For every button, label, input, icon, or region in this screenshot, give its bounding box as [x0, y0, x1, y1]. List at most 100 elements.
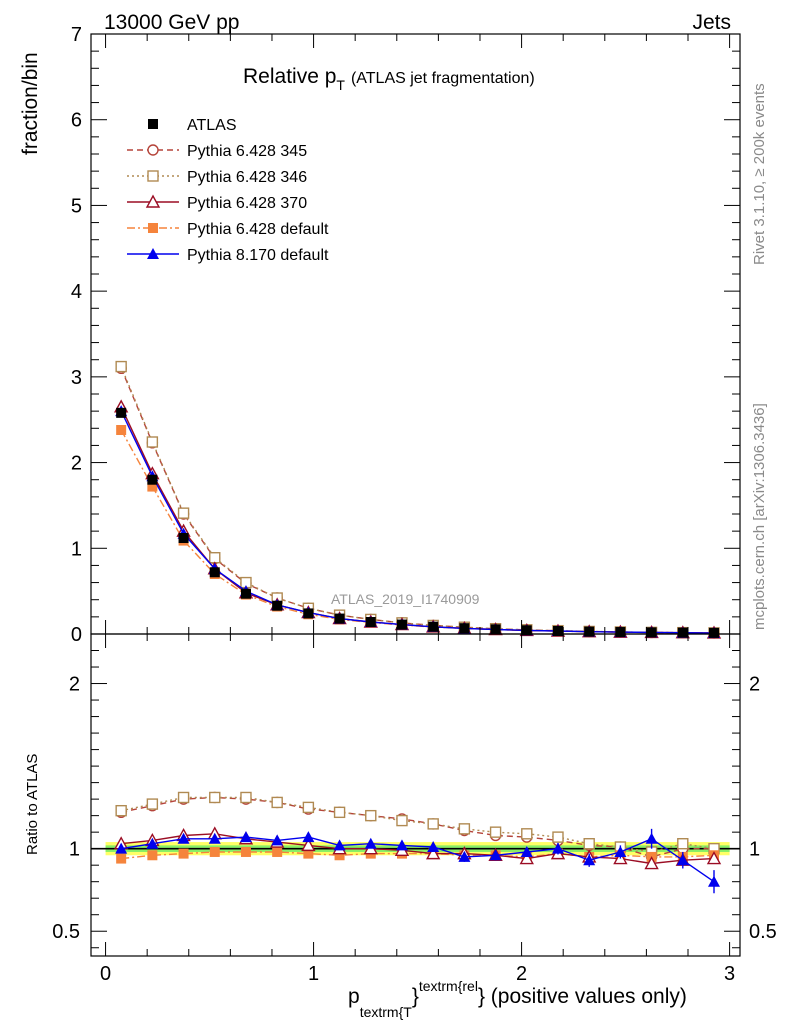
main-y-tick-label: 5: [71, 195, 82, 217]
analysis-watermark: ATLAS_2019_I1740909: [331, 591, 480, 607]
ratio-point-p8def: [614, 845, 627, 857]
ratio-point-p370: [519, 851, 534, 865]
data-point-atlas: [490, 624, 501, 635]
main-y-tick-label: 2: [71, 453, 82, 475]
ratio-point-p8def: [707, 875, 720, 887]
ratio-line-p370: [121, 833, 715, 865]
ratio-plot-frame: [90, 633, 741, 957]
ratio-point-p6def: [178, 848, 189, 859]
ratio-point-p346: [240, 791, 252, 804]
x-axis-label-p: p: [348, 985, 360, 1008]
ratio-point-p346: [271, 796, 283, 809]
ratio-series-p8def: [115, 828, 720, 894]
legend: ATLAS Pythia 6.428 345 Pythia 6.428 346 Pyt…: [127, 117, 329, 264]
data-point-atlas: [303, 608, 314, 619]
legend-label-atlas: ATLAS: [187, 117, 237, 134]
x-axis-label: ptextrm{T}textrm{rel} (positive values o…: [348, 978, 687, 1020]
ratio-point-p346: [115, 804, 127, 817]
ratio-point-p8def: [583, 854, 596, 866]
series-atlas: [116, 407, 719, 638]
data-point-atlas: [552, 626, 563, 636]
main-y-tick-label: 0: [71, 624, 82, 646]
ratio-point-p8def: [364, 837, 377, 849]
ratio-point-p6def: [334, 850, 345, 861]
ratio-point-p8def: [115, 842, 128, 854]
ratio-series-p346: [115, 791, 720, 858]
ratio-point-p346: [365, 809, 377, 822]
ratio-point-p6def: [147, 850, 158, 861]
ratio-point-p8def: [333, 839, 346, 851]
ratio-point-p6def: [303, 848, 314, 859]
data-point-p6def: [147, 481, 158, 492]
ratio-line-p8def: [121, 836, 715, 883]
ratio-y-tick-label-right: 2: [749, 674, 760, 696]
legend-item-atlas: ATLAS: [148, 117, 237, 134]
main-y-tick-label: 4: [71, 281, 82, 303]
ratio-point-p8def: [489, 849, 502, 861]
ratio-point-p6def: [209, 846, 220, 857]
ratio-point-p6def: [272, 846, 283, 857]
ratio-point-p346: [302, 801, 315, 814]
ratio-point-p346: [146, 798, 159, 810]
ratio-point-p346: [521, 828, 533, 840]
ratio-line-p6def: [121, 851, 715, 860]
header-jets-label: Jets: [692, 11, 731, 34]
plot-title-paren: (ATLAS jet fragmentation): [351, 70, 535, 87]
ratio-point-p8def: [427, 841, 440, 853]
ratio-point-p8def: [645, 832, 658, 844]
legend-item-p370: Pythia 6.428 370: [127, 194, 307, 212]
ratio-point-p8def: [302, 831, 315, 843]
main-y-axis-label: fraction/bin: [19, 52, 42, 155]
data-point-atlas: [521, 625, 532, 636]
data-point-atlas: [240, 588, 251, 599]
x-tick-label: 2: [516, 963, 527, 985]
ratio-point-p370: [644, 856, 659, 870]
x-tick-label: 3: [724, 963, 735, 985]
ratio-point-p8def: [208, 832, 221, 844]
ratio-y-tick-label-left: 2: [69, 674, 80, 696]
rivet-version-label: Rivet 3.1.10, ≥ 200k events: [751, 83, 768, 265]
ratio-point-p346: [552, 831, 564, 843]
ratio-y-tick-label-right: 1: [749, 839, 760, 861]
ratio-y-tick-label-right: 0.5: [749, 921, 777, 943]
main-y-tick-label: 3: [71, 367, 82, 389]
legend-item-p8def: Pythia 8.170 default: [127, 247, 329, 264]
ratio-point-p8def: [676, 854, 689, 866]
data-point-p346: [146, 436, 159, 448]
data-point-atlas: [459, 623, 470, 634]
ratio-point-p8def: [177, 832, 190, 844]
ratio-y-tick-label-left: 1: [69, 839, 80, 861]
ratio-point-p346: [177, 791, 190, 804]
data-point-atlas: [178, 533, 189, 543]
x-axis-label-sub: textrm{T: [360, 1004, 413, 1020]
data-point-atlas: [677, 627, 688, 638]
legend-label-p345: Pythia 6.428 345: [187, 143, 307, 160]
data-point-p346: [177, 507, 190, 519]
ratio-point-p8def: [458, 850, 471, 862]
legend-item-p345: Pythia 6.428 345: [127, 143, 307, 160]
data-point-atlas: [334, 613, 345, 624]
ratio-y-tick-label-left: 0.5: [52, 921, 80, 943]
data-point-p346: [209, 552, 221, 564]
ratio-point-p346: [677, 838, 689, 850]
data-point-atlas: [646, 627, 657, 638]
ratio-point-p8def: [395, 839, 408, 851]
legend-marker-p8def: [147, 248, 159, 259]
legend-label-p346: Pythia 6.428 346: [187, 169, 307, 186]
ratio-point-p346: [583, 838, 595, 850]
main-y-tick-label: 1: [71, 538, 82, 560]
legend-marker-p345: [147, 144, 159, 156]
ratio-point-p8def: [520, 845, 533, 857]
data-point-atlas: [396, 619, 407, 630]
axis-ticks: 0 1 2 3 0 1 2 3 4 5 6 7 0.5 0.5 1 1 2 2: [52, 24, 777, 985]
ratio-point-p8def: [551, 842, 564, 854]
ratio-point-p8def: [239, 831, 252, 843]
main-plot-series: [113, 360, 722, 639]
legend-item-p6def: Pythia 6.428 default: [127, 221, 329, 238]
plot-title-sub: T: [336, 77, 345, 93]
data-point-atlas: [209, 567, 220, 578]
ratio-point-p346: [396, 814, 408, 827]
legend-marker-atlas: [148, 119, 158, 129]
ratio-point-p346: [489, 826, 502, 838]
